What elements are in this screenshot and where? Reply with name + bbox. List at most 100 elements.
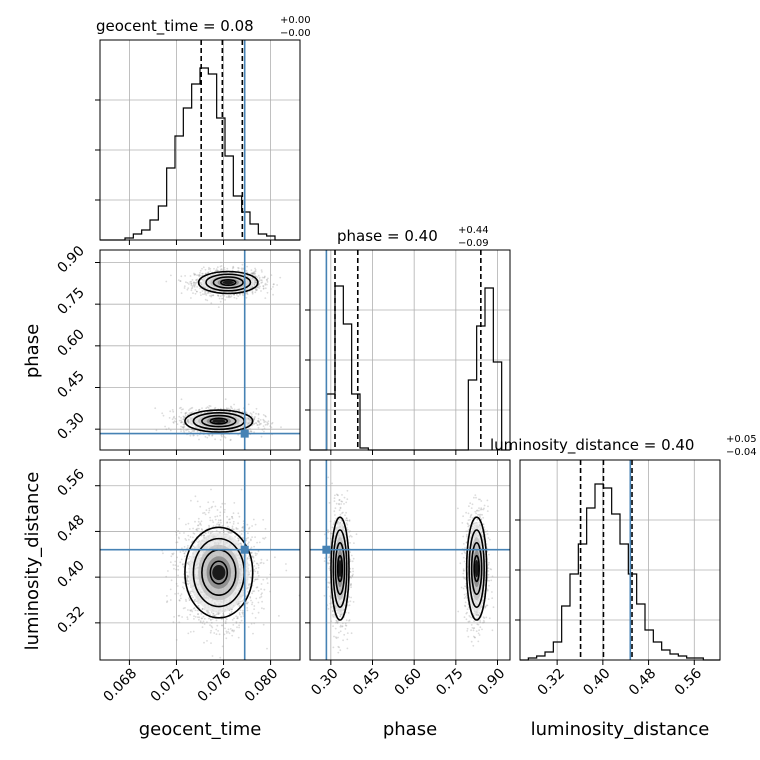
scatter-point bbox=[192, 283, 195, 286]
scatter-point bbox=[168, 417, 171, 419]
scatter-point bbox=[236, 528, 239, 530]
scatter-point bbox=[240, 533, 243, 535]
scatter-point bbox=[263, 430, 265, 433]
panels: 0.300.450.600.750.900.068 0.072 0.076 0.080… bbox=[54, 39, 721, 705]
scatter-point bbox=[255, 567, 257, 570]
scatter-point bbox=[174, 564, 177, 567]
scatter-point bbox=[266, 421, 269, 424]
contour-line bbox=[201, 414, 237, 428]
scatter-point bbox=[254, 287, 257, 290]
scatter-point bbox=[215, 268, 218, 270]
scatter-point bbox=[220, 624, 223, 627]
scatter-point bbox=[227, 525, 229, 528]
scatter-point bbox=[219, 514, 222, 517]
scatter-point bbox=[177, 568, 180, 571]
scatter-point bbox=[208, 617, 210, 620]
scatter-point bbox=[209, 613, 211, 616]
gridlines bbox=[310, 250, 510, 450]
scatter-point bbox=[245, 539, 248, 542]
scatter-point bbox=[204, 272, 207, 275]
scatter-point bbox=[211, 434, 214, 437]
scatter-point bbox=[270, 288, 273, 290]
scatter-point bbox=[208, 434, 211, 437]
scatter-point bbox=[261, 279, 263, 282]
scatter-point bbox=[262, 578, 265, 581]
scatter-point bbox=[219, 656, 222, 659]
scatter-point bbox=[252, 272, 255, 275]
scatter-point bbox=[190, 499, 192, 502]
scatter-point bbox=[196, 434, 199, 437]
scatter-point bbox=[236, 294, 238, 296]
scatter-point bbox=[179, 594, 182, 597]
scatter-point bbox=[197, 616, 199, 619]
scatter-point bbox=[199, 291, 202, 294]
scatter-point bbox=[256, 572, 259, 575]
scatter-point bbox=[238, 626, 241, 629]
scatter-point bbox=[223, 435, 226, 438]
scatter-point bbox=[253, 272, 255, 274]
scatter-point bbox=[223, 295, 226, 297]
scatter-point bbox=[263, 276, 266, 279]
scatter-point bbox=[251, 555, 254, 558]
scatter-point bbox=[175, 420, 178, 423]
scatter-point bbox=[188, 597, 190, 600]
scatter-point bbox=[192, 545, 195, 548]
scatter-point bbox=[167, 570, 169, 572]
scatter-point bbox=[232, 266, 235, 269]
scatter-point bbox=[257, 286, 259, 288]
scatter-point bbox=[208, 507, 211, 510]
scatter-point bbox=[183, 587, 185, 590]
scatter-point bbox=[218, 633, 221, 636]
scatter-point bbox=[198, 273, 201, 276]
scatter-point bbox=[216, 624, 219, 627]
scatter-point bbox=[253, 417, 256, 420]
scatter-point bbox=[239, 293, 241, 296]
scatter-point bbox=[165, 575, 168, 578]
scatter-point bbox=[242, 599, 244, 602]
scatter-point bbox=[232, 630, 235, 633]
scatter-point bbox=[205, 609, 208, 612]
scatter-point bbox=[197, 409, 200, 412]
scatter-point bbox=[245, 292, 247, 295]
scatter-point bbox=[206, 610, 208, 613]
scatter-point bbox=[193, 430, 195, 433]
scatter-point bbox=[261, 271, 263, 273]
scatter-point bbox=[208, 611, 210, 614]
scatter-point bbox=[223, 529, 225, 531]
scatter-point bbox=[240, 619, 243, 622]
scatter-point bbox=[278, 615, 280, 617]
scatter-point bbox=[230, 405, 232, 408]
scatter-point bbox=[259, 596, 261, 599]
scatter-point bbox=[183, 425, 186, 428]
scatter-point bbox=[200, 520, 203, 523]
panel-frame bbox=[99, 39, 301, 241]
scatter-point bbox=[210, 619, 212, 621]
scatter-point bbox=[193, 615, 195, 618]
scatter-point bbox=[205, 407, 208, 410]
scatter-point bbox=[245, 296, 248, 299]
scatter-point bbox=[210, 302, 213, 305]
scatter-point bbox=[227, 407, 230, 410]
scatter-point bbox=[184, 412, 187, 415]
scatter-point bbox=[198, 527, 200, 530]
scatter-point bbox=[237, 636, 240, 639]
scatter-point bbox=[201, 626, 204, 629]
scatter-point bbox=[255, 578, 258, 581]
scatter-point bbox=[199, 505, 202, 508]
scatter-point bbox=[233, 629, 236, 632]
scatter-point bbox=[250, 272, 253, 274]
scatter-point bbox=[187, 583, 190, 586]
scatter-point bbox=[204, 268, 207, 271]
scatter-point bbox=[262, 425, 265, 427]
scatter-point bbox=[223, 614, 225, 617]
scatter-point bbox=[220, 265, 223, 267]
scatter-point bbox=[251, 612, 254, 615]
scatter-point bbox=[198, 409, 201, 411]
scatter-point bbox=[197, 520, 200, 523]
scatter-point bbox=[270, 422, 273, 425]
scatter-point bbox=[199, 282, 201, 284]
scatter-point bbox=[214, 518, 217, 521]
scatter-point bbox=[202, 266, 205, 269]
